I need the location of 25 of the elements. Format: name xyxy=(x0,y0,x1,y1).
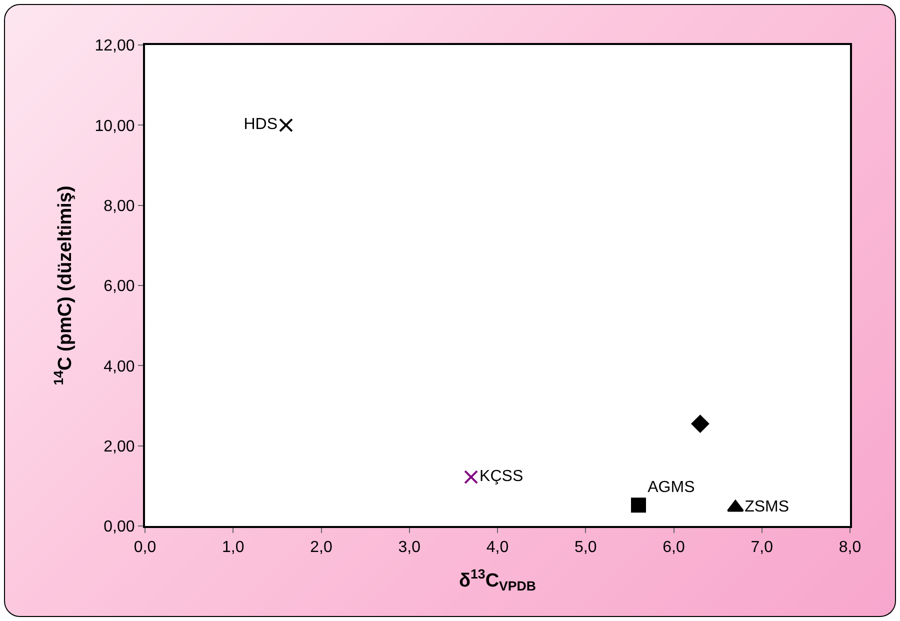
x-tick-label: 6,0 xyxy=(662,539,685,556)
x-tick-label: 1,0 xyxy=(222,539,244,556)
y-tick-label: 12,00 xyxy=(94,38,135,55)
x-tick-label: 7,0 xyxy=(750,539,774,556)
point xyxy=(464,470,478,484)
series-label: KÇSS xyxy=(480,468,524,486)
x-tick-label: 4,0 xyxy=(486,539,509,556)
series-label: ZSMS xyxy=(744,498,790,516)
x-tick-label: 3,0 xyxy=(398,539,421,556)
x-axis-title: δ$^{13}$C$_{VPDB}$ xyxy=(458,566,536,594)
series-label: HDS xyxy=(244,116,278,134)
point xyxy=(691,414,709,433)
y-tick-label: 0,00 xyxy=(104,518,135,536)
y-tick-label: 2,00 xyxy=(104,438,135,456)
y-tick-label: 8,00 xyxy=(104,198,135,215)
x-tick-label: 0,0 xyxy=(134,539,156,556)
y-tick-label: 6,00 xyxy=(104,278,135,296)
point xyxy=(279,118,293,132)
x-tick-label: 5,0 xyxy=(574,539,597,556)
series-label: AGMS xyxy=(648,479,695,496)
point xyxy=(631,498,646,513)
y-tick-label: 10,00 xyxy=(94,118,135,135)
y-tick-label: 4,00 xyxy=(104,358,135,376)
x-tick-label: 8,0 xyxy=(838,539,862,556)
x-tick-label: 2,0 xyxy=(310,539,332,556)
